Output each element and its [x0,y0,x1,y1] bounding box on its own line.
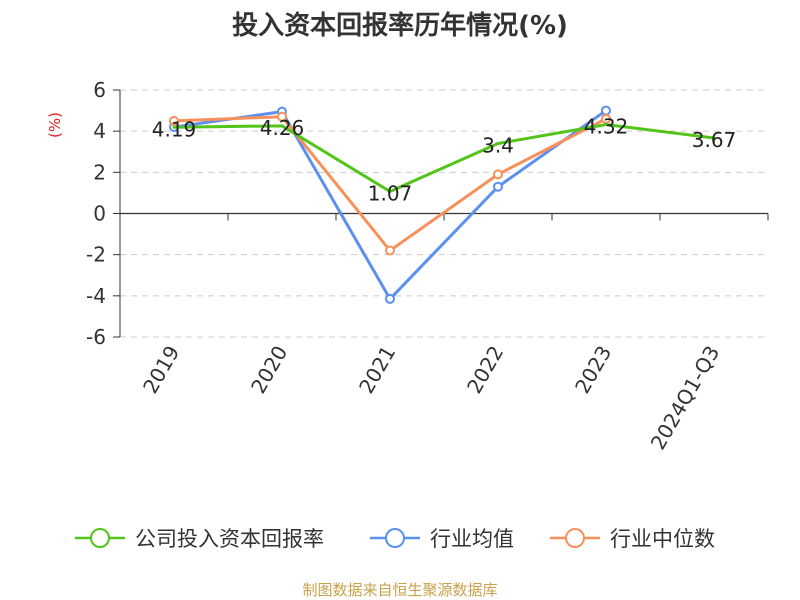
series-point [601,113,611,124]
series-point [385,293,395,304]
data-label: 3.67 [692,128,737,152]
series-line [172,123,716,193]
y-tick-label: -4 [86,284,106,308]
legend-label: 行业中位数 [610,527,715,551]
chart-title: 投入资本回报率历年情况(%) [232,10,568,41]
series-point [493,169,503,180]
legend-item: 公司投入资本回报率 [75,527,324,551]
legend-swatch-marker [385,528,405,548]
legend: 公司投入资本回报率 行业均值 行业中位数 [75,527,715,551]
series-point [169,115,179,126]
y-tick-label: 0 [93,202,106,226]
y-tick-label: 2 [93,160,106,184]
legend-label: 行业均值 [430,527,514,551]
series-point [601,105,611,116]
y-tick-label: -6 [86,325,106,349]
y-tick-label: 4 [93,119,106,143]
x-tick-label: 2024Q1-Q3 [646,342,725,454]
x-tick-label: 2020 [246,342,292,398]
data-label: 1.07 [368,181,413,205]
legend-swatch-marker [565,528,585,548]
legend-item: 行业中位数 [550,527,715,551]
data-label: 4.26 [260,116,305,140]
y-tick-label: 6 [93,78,106,102]
series-lines [169,105,716,304]
series-point [493,181,503,192]
x-axis-ticks: 2019 2020 2021 2022 2023 2024Q1-Q3 [138,342,724,454]
series-point [277,111,287,122]
x-tick-label: 2019 [138,342,184,398]
data-label: 4.32 [584,115,629,139]
source-note: 制图数据来自恒生聚源数据库 [302,581,497,599]
data-labels: 4.19 4.26 1.07 3.4 4.32 3.67 [152,115,737,206]
x-tick-label: 2022 [462,342,508,398]
x-tick-label: 2021 [354,342,400,398]
data-label: 3.4 [482,134,514,158]
x-tick-label: 2023 [570,342,616,398]
y-tick-label: -2 [86,243,106,267]
legend-swatch-marker [90,528,110,548]
series-point [385,245,395,256]
y-axis-unit-label: (%) [46,112,64,138]
y-axis-ticks: 6 4 2 0 -2 -4 -6 [86,78,120,349]
legend-label: 公司投入资本回报率 [135,527,324,551]
legend-item: 行业均值 [370,527,514,551]
data-label: 4.19 [152,117,197,141]
